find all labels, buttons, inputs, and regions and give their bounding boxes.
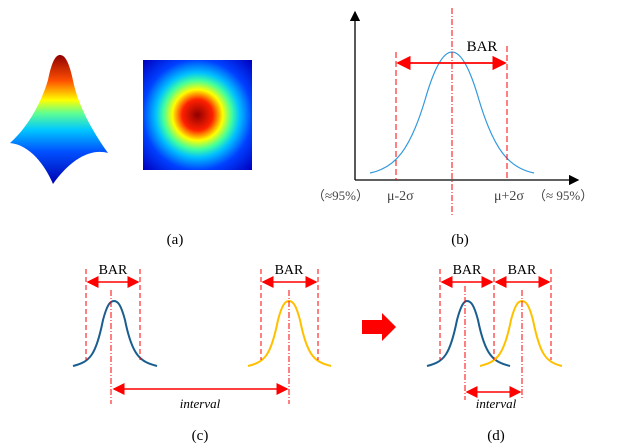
bar-bounds: [439, 269, 552, 360]
panel-b-label: (b): [451, 232, 469, 248]
bar-label-1: BAR: [99, 263, 128, 278]
bar-bounds: [85, 269, 319, 360]
panel-d-label: (d): [487, 428, 505, 444]
bar-label: BAR: [467, 39, 498, 55]
gaussian-heatmap: [143, 60, 252, 170]
interval-label: interval: [476, 396, 517, 411]
gaussian-surface-3d: [10, 55, 108, 184]
blue-curve: [426, 299, 511, 367]
blue-curve: [72, 299, 158, 367]
left-bound-label: μ-2σ: [387, 189, 414, 204]
right-bound-label: μ+2σ: [494, 189, 524, 204]
bar-label-2: BAR: [508, 263, 537, 278]
panel-c-label: (c): [192, 428, 209, 444]
mean-lines: [110, 290, 290, 404]
right-percent: （≈ 95%）: [533, 188, 593, 203]
panel-b: BAR （≈95%） μ-2σ μ+2σ （≈ 95%） (b): [312, 8, 593, 248]
interval-label: interval: [180, 396, 221, 411]
right-arrow-icon: [362, 313, 396, 341]
panel-c: BAR BAR interval (c): [72, 263, 332, 444]
bar-label-1: BAR: [453, 263, 482, 278]
panel-a-label: (a): [167, 232, 184, 248]
panel-a: (a): [10, 55, 252, 248]
left-percent: （≈95%）: [312, 188, 369, 203]
panel-d: BAR BAR interval (d): [426, 263, 563, 444]
bar-label-2: BAR: [275, 263, 304, 278]
mean-lines: [464, 286, 523, 400]
